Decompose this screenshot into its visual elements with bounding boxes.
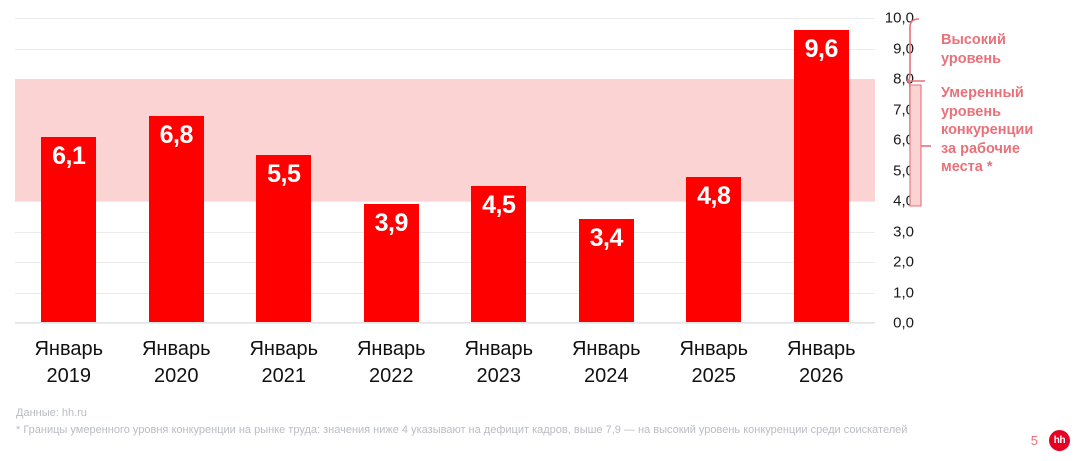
gridline xyxy=(15,231,875,233)
x-axis-tick: Январь 2025 xyxy=(661,336,767,390)
y-axis-tick: 2,0 xyxy=(893,253,914,271)
bar-group[interactable]: 6,8 xyxy=(148,115,204,323)
gridline xyxy=(15,201,875,202)
bar-group[interactable]: 4,8 xyxy=(686,176,742,323)
y-axis-tick: 6,0 xyxy=(893,131,914,149)
y-axis-tick: 4,0 xyxy=(893,192,914,210)
high-level-line-2: уровень xyxy=(941,50,1002,67)
x-tick-month: Январь xyxy=(34,338,104,360)
bar-group[interactable]: 3,9 xyxy=(363,204,419,323)
x-tick-year: 2026 xyxy=(799,365,844,387)
x-tick-month: Январь xyxy=(786,338,856,360)
bar[interactable]: 9,6 xyxy=(793,30,849,323)
gridline xyxy=(15,18,875,19)
x-axis-tick: Январь 2022 xyxy=(338,336,444,390)
x-tick-year: 2022 xyxy=(369,365,414,387)
x-axis-tick: Январь 2019 xyxy=(16,336,122,390)
y-axis-tick: 9,0 xyxy=(893,40,914,57)
data-source: Данные: hh.ru xyxy=(16,407,87,419)
hh-logo: hh xyxy=(1049,430,1070,451)
x-tick-year: 2020 xyxy=(154,365,199,387)
moderate-level-line-4: за рабочие xyxy=(941,140,1020,157)
moderate-level-note: Умеренный уровень конкуренции за рабочие… xyxy=(941,84,1071,177)
x-axis-tick: Январь 2024 xyxy=(553,336,659,390)
moderate-level-line-1: Умеренный xyxy=(941,85,1024,101)
plot-area: 6,1 6,8 5,5 3,9 4,5 3,4 4,8 9,6 xyxy=(15,18,875,324)
bar[interactable]: 3,9 xyxy=(363,204,419,323)
bar[interactable]: 6,1 xyxy=(41,136,97,323)
bar-group[interactable]: 3,4 xyxy=(578,219,634,323)
bar-value-label: 6,1 xyxy=(52,141,86,170)
x-tick-month: Январь xyxy=(141,338,211,360)
footnote: * Границы умеренного уровня конкуренции … xyxy=(16,424,908,437)
gridline xyxy=(15,323,875,324)
x-axis-tick: Январь 2020 xyxy=(123,336,229,390)
bar-value-label: 9,6 xyxy=(804,35,839,64)
high-level-line-1: Высокий xyxy=(941,32,1006,48)
bar-group[interactable]: 9,6 xyxy=(793,30,849,323)
bar-value-label: 3,4 xyxy=(589,224,624,253)
y-axis-tick: 0,0 xyxy=(893,314,914,332)
y-axis-tick: 3,0 xyxy=(893,223,914,240)
footer: Данные: hh.ru * Границы умеренного уровн… xyxy=(16,405,1066,439)
y-axis-tick: 5,0 xyxy=(893,162,914,179)
bar[interactable]: 5,5 xyxy=(256,155,312,323)
x-axis-tick: Январь 2023 xyxy=(446,336,552,390)
bar[interactable]: 4,5 xyxy=(471,185,527,323)
x-tick-year: 2019 xyxy=(46,365,92,387)
gridline xyxy=(15,262,875,263)
x-tick-year: 2025 xyxy=(691,365,737,387)
y-axis-tick: 1,0 xyxy=(893,284,914,301)
high-level-note: Высокий уровень xyxy=(941,31,1071,68)
bar[interactable]: 3,4 xyxy=(578,219,634,323)
gridline xyxy=(15,48,875,50)
bar-value-label: 3,9 xyxy=(374,209,409,238)
bar[interactable]: 4,8 xyxy=(686,176,742,323)
bar-series: 6,1 6,8 5,5 3,9 4,5 3,4 4,8 9,6 xyxy=(15,18,875,323)
x-tick-year: 2021 xyxy=(261,365,307,387)
x-tick-year: 2023 xyxy=(476,365,522,387)
y-axis-tick: 7,0 xyxy=(893,101,914,118)
bar-group[interactable]: 6,1 xyxy=(41,136,97,323)
y-axis-tick: 10,0 xyxy=(884,9,914,27)
x-tick-month: Январь xyxy=(679,338,749,360)
gridline xyxy=(15,292,875,294)
x-axis-tick: Январь 2021 xyxy=(231,336,337,390)
bar-group[interactable]: 5,5 xyxy=(256,155,312,323)
bar-group[interactable]: 4,5 xyxy=(471,185,527,323)
x-tick-month: Январь xyxy=(356,338,426,360)
moderate-level-bracket xyxy=(909,84,931,207)
moderate-level-line-5: места * xyxy=(941,159,993,176)
x-tick-month: Январь xyxy=(571,338,641,360)
bar-value-label: 4,8 xyxy=(697,181,731,210)
bar[interactable]: 6,8 xyxy=(148,115,204,323)
moderate-level-line-3: конкуренции xyxy=(941,122,1034,139)
x-axis-tick: Январь 2026 xyxy=(768,336,874,390)
axis-baseline xyxy=(15,322,875,323)
x-tick-year: 2024 xyxy=(584,365,629,387)
bar-value-label: 4,5 xyxy=(482,190,516,219)
level-annotations: Высокий уровень Умеренный уровень конкур… xyxy=(905,0,1080,340)
x-axis: Январь 2019 Январь 2020 Январь 2021 Январь 2022… xyxy=(15,336,875,396)
x-tick-month: Январь xyxy=(249,338,319,360)
page-number: 5 xyxy=(1030,433,1038,448)
x-tick-month: Январь xyxy=(464,338,534,360)
moderate-level-line-2: уровень xyxy=(941,103,1002,120)
bar-value-label: 6,8 xyxy=(159,120,194,149)
y-axis: 10,0 9,0 8,0 7,0 6,0 5,0 4,0 3,0 2,0 1,0 0,0 xyxy=(876,0,922,340)
bar-value-label: 5,5 xyxy=(267,160,301,189)
